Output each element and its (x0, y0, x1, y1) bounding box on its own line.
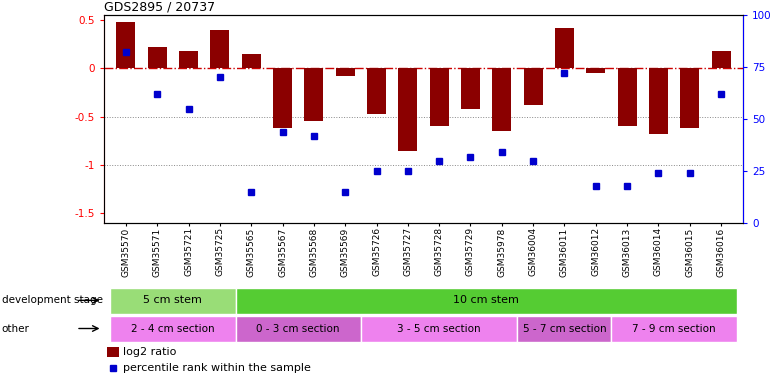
Text: percentile rank within the sample: percentile rank within the sample (123, 363, 311, 373)
Text: 0 - 3 cm section: 0 - 3 cm section (256, 324, 340, 333)
Bar (711, 51, 731, 68)
Text: development stage: development stage (2, 296, 102, 305)
Bar (649, 68, 668, 134)
Bar (273, 68, 292, 128)
Bar (110, 288, 236, 314)
Bar (236, 288, 737, 314)
Bar (361, 316, 517, 342)
Bar (242, 54, 260, 68)
Bar (493, 68, 511, 131)
Bar (107, 347, 119, 357)
Bar (116, 22, 136, 68)
Bar (611, 316, 737, 342)
Bar (236, 316, 361, 342)
Bar (210, 30, 229, 68)
Text: 3 - 5 cm section: 3 - 5 cm section (397, 324, 481, 333)
Bar (555, 28, 574, 68)
Bar (524, 68, 543, 105)
Bar (367, 68, 386, 114)
Bar (517, 316, 611, 342)
Bar (336, 68, 354, 76)
Bar (587, 68, 605, 73)
Bar (430, 68, 449, 126)
Text: 5 cm stem: 5 cm stem (143, 296, 203, 305)
Bar (148, 47, 166, 68)
Bar (304, 68, 323, 122)
Text: 10 cm stem: 10 cm stem (454, 296, 519, 305)
Bar (110, 316, 236, 342)
Bar (681, 68, 699, 128)
Text: other: other (2, 324, 29, 333)
Text: GDS2895 / 20737: GDS2895 / 20737 (104, 1, 215, 14)
Bar (618, 68, 637, 126)
Bar (461, 68, 480, 109)
Text: 7 - 9 cm section: 7 - 9 cm section (632, 324, 716, 333)
Bar (398, 68, 417, 150)
Bar (179, 51, 198, 68)
Text: 2 - 4 cm section: 2 - 4 cm section (131, 324, 215, 333)
Text: 5 - 7 cm section: 5 - 7 cm section (523, 324, 606, 333)
Text: log2 ratio: log2 ratio (123, 347, 176, 357)
